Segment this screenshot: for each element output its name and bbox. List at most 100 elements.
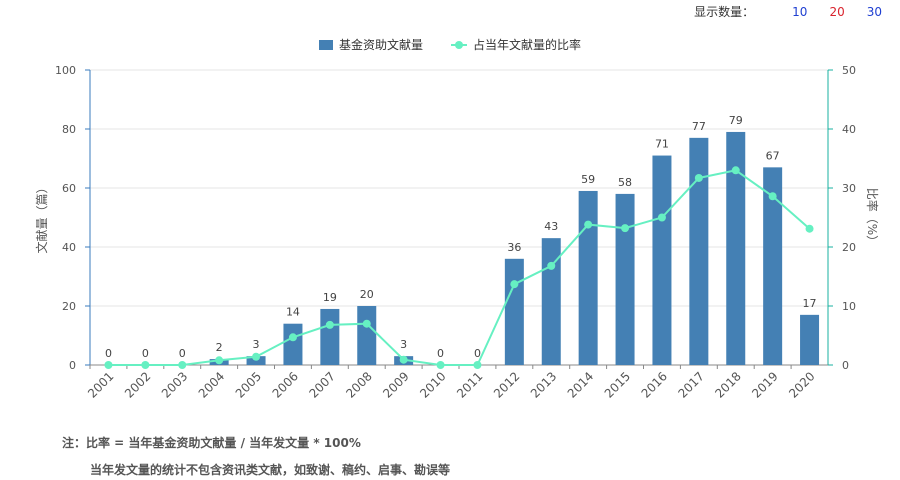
ratio-point (288, 333, 297, 342)
bar (726, 131, 746, 365)
y-axis-title-right: 比率（%） (865, 188, 880, 247)
display-count-option-10[interactable]: 10 (792, 4, 808, 19)
chart-legend: 基金资助文献量 占当年文献量的比率 (0, 36, 900, 53)
ratio-point (547, 261, 556, 270)
ratio-point (621, 224, 630, 233)
ratio-point (436, 361, 445, 369)
x-tick-label: 2001 (85, 369, 116, 400)
display-count-option-30[interactable]: 30 (866, 4, 882, 19)
bar-data-label: 17 (803, 297, 817, 310)
legend-item-funded-count[interactable]: 基金资助文献量 (318, 36, 423, 53)
bar-data-label: 14 (286, 306, 300, 319)
x-tick-label: 2008 (343, 369, 374, 400)
bar-data-label: 36 (507, 241, 521, 254)
x-tick-label: 2012 (491, 369, 522, 400)
y-tick-label-left: 60 (62, 182, 76, 195)
bar (320, 308, 340, 365)
bar (689, 137, 709, 365)
y-axis-title-left: 文献量（篇） (34, 181, 49, 253)
ratio-point (473, 361, 482, 369)
x-tick-label: 2016 (639, 369, 670, 400)
y-tick-label-right: 50 (842, 64, 856, 77)
ratio-point (178, 361, 187, 369)
bar-data-label: 0 (142, 347, 149, 360)
x-tick-label: 2007 (306, 369, 337, 400)
x-tick-label: 2011 (454, 369, 485, 400)
ratio-point (141, 361, 150, 369)
y-tick-label-left: 20 (62, 300, 76, 313)
display-count-control: 显示数量： 10 20 30 (694, 3, 882, 20)
x-tick-label: 2006 (270, 369, 301, 400)
legend-line-swatch (451, 40, 467, 50)
bar (283, 323, 303, 365)
x-tick-label: 2002 (122, 369, 153, 400)
bar (763, 167, 783, 365)
bar-data-label: 58 (618, 176, 632, 189)
ratio-point (325, 320, 334, 329)
x-tick-label: 2005 (233, 369, 264, 400)
x-tick-label: 2003 (159, 369, 190, 400)
bar (357, 306, 377, 365)
ratio-point (694, 173, 703, 182)
bar (578, 190, 598, 365)
bar-data-label: 20 (360, 288, 374, 301)
bar-data-label: 43 (544, 220, 558, 233)
y-tick-label-right: 40 (842, 123, 856, 136)
ratio-point (805, 224, 814, 233)
bar-data-label: 3 (400, 338, 407, 351)
bar-data-label: 2 (216, 341, 223, 354)
bar-data-label: 77 (692, 120, 706, 133)
display-count-option-20[interactable]: 20 (829, 4, 845, 19)
x-tick-label: 2004 (196, 369, 227, 400)
ratio-point (252, 352, 261, 361)
x-tick-label: 2017 (675, 369, 706, 400)
ratio-point (215, 356, 224, 365)
bar-data-label: 71 (655, 138, 669, 151)
legend-label-funded-count: 基金资助文献量 (338, 38, 423, 52)
ratio-point (510, 280, 519, 289)
x-tick-label: 2019 (749, 369, 780, 400)
x-tick-label: 2015 (602, 369, 633, 400)
bar-data-label: 19 (323, 291, 337, 304)
x-tick-label: 2018 (712, 369, 743, 400)
bar-data-label: 0 (179, 347, 186, 360)
x-tick-label: 2014 (565, 369, 596, 400)
y-tick-label-right: 30 (842, 182, 856, 195)
y-tick-label-left: 40 (62, 241, 76, 254)
y-tick-label-right: 10 (842, 300, 856, 313)
bar (800, 314, 820, 365)
y-tick-label-right: 0 (842, 359, 849, 372)
y-tick-label-right: 20 (842, 241, 856, 254)
bar (541, 238, 561, 365)
y-tick-label-left: 0 (69, 359, 76, 372)
bar-data-label: 79 (729, 114, 743, 127)
x-tick-label: 2013 (528, 369, 559, 400)
bar-data-label: 3 (253, 338, 260, 351)
footnote-exclusion: 当年发文量的统计不包含资讯类文献，如致谢、稿约、启事、勘误等 (90, 463, 451, 477)
legend-item-ratio[interactable]: 占当年文献量的比率 (451, 36, 581, 53)
ratio-line (108, 169, 811, 366)
x-tick-label: 2010 (417, 369, 448, 400)
ratio-point (362, 319, 371, 328)
ratio-point (657, 213, 666, 222)
bar-data-label: 0 (474, 347, 481, 360)
x-tick-label: 2020 (786, 369, 817, 400)
y-tick-label-left: 80 (62, 123, 76, 136)
ratio-point (768, 192, 777, 201)
bar (652, 155, 672, 365)
bar (504, 258, 524, 365)
ratio-point (731, 166, 740, 175)
legend-bar-swatch (318, 39, 333, 50)
ratio-point (399, 355, 408, 364)
display-count-label: 显示数量： (694, 5, 755, 19)
bar-data-label: 59 (581, 173, 595, 186)
bar-data-label: 0 (105, 347, 112, 360)
legend-label-ratio: 占当年文献量的比率 (473, 38, 582, 52)
footnote-ratio-definition: 注：比率 = 当年基金资助文献量 / 当年发文量 * 100% (62, 436, 361, 450)
bar-data-label: 0 (437, 347, 444, 360)
bar (615, 193, 635, 365)
x-tick-label: 2009 (380, 369, 411, 400)
bar-data-label: 67 (766, 149, 780, 162)
ratio-point (584, 220, 593, 229)
